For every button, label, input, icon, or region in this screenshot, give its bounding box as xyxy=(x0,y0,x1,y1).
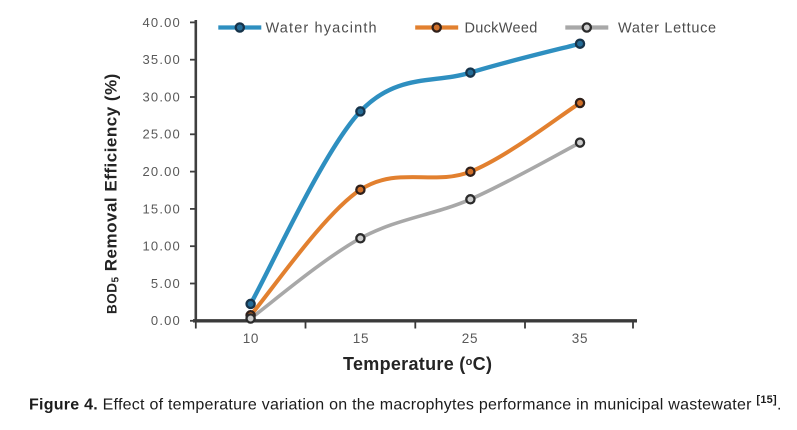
svg-text:Temperature (oC): Temperature (oC) xyxy=(343,354,492,374)
svg-text:25.00: 25.00 xyxy=(142,127,181,142)
svg-text:10.00: 10.00 xyxy=(142,239,181,254)
svg-text:40.00: 40.00 xyxy=(142,15,181,30)
svg-text:20.00: 20.00 xyxy=(142,164,181,179)
svg-text:Water hyacinth: Water hyacinth xyxy=(266,20,378,36)
svg-text:10: 10 xyxy=(243,331,259,346)
svg-text:Water Lettuce: Water Lettuce xyxy=(618,20,717,36)
svg-text:30.00: 30.00 xyxy=(142,89,181,104)
svg-text:15: 15 xyxy=(353,331,369,346)
svg-text:BOD5 Removal Efficiency (%): BOD5 Removal Efficiency (%) xyxy=(102,73,122,314)
svg-text:DuckWeed: DuckWeed xyxy=(465,20,538,36)
svg-text:5.00: 5.00 xyxy=(151,276,181,291)
svg-text:35: 35 xyxy=(572,331,588,346)
svg-text:35.00: 35.00 xyxy=(142,52,181,67)
svg-text:15.00: 15.00 xyxy=(142,201,181,216)
svg-text:25: 25 xyxy=(462,331,478,346)
svg-text:0.00: 0.00 xyxy=(151,313,181,328)
